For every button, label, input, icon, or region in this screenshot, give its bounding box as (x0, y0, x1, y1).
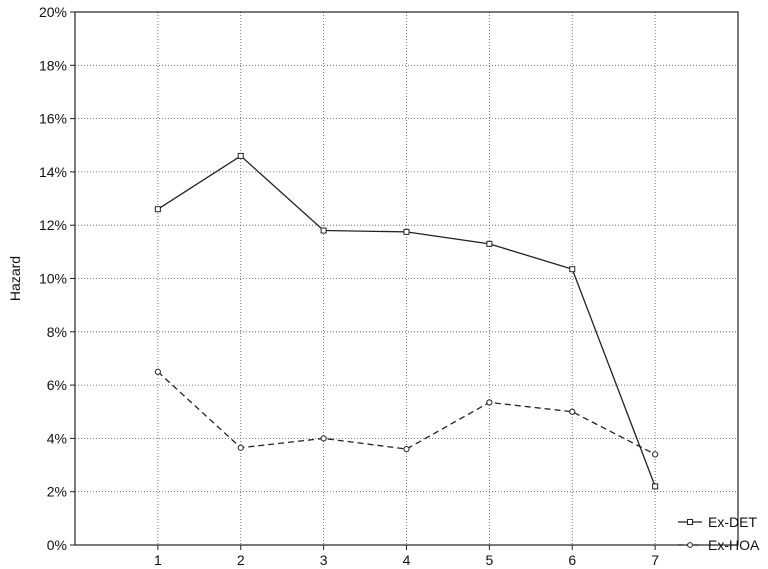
x-tick-label: 7 (651, 552, 659, 568)
x-tick-label: 6 (568, 552, 576, 568)
y-tick-label: 18% (39, 57, 67, 73)
legend-label: Ex-HOA (708, 537, 760, 553)
data-point (652, 483, 659, 490)
y-tick-label: 16% (39, 111, 67, 127)
data-point (569, 266, 576, 273)
y-tick-label: 0% (47, 537, 67, 553)
y-axis-title: Hazard (7, 256, 23, 301)
y-tick-label: 10% (39, 271, 67, 287)
data-point (154, 206, 161, 213)
y-tick-label: 12% (39, 217, 67, 233)
x-axis-ticks: 1 2 3 4 5 6 7 (154, 545, 659, 568)
series (154, 152, 659, 490)
y-axis-ticks: 0% 2% 4% 6% 8% 10% 12% 14% 16% 18% 20% (39, 4, 75, 553)
x-tick-label: 4 (403, 552, 411, 568)
y-tick-label: 14% (39, 164, 67, 180)
legend: Ex-DET Ex-HOA (678, 514, 760, 553)
y-tick-label: 8% (47, 324, 67, 340)
legend-marker (687, 542, 693, 548)
data-point (154, 368, 161, 375)
x-tick-label: 2 (237, 552, 245, 568)
data-point (320, 227, 327, 234)
data-point (569, 408, 576, 415)
data-point (486, 399, 493, 406)
data-point (237, 444, 244, 451)
x-tick-label: 3 (320, 552, 328, 568)
grid (75, 12, 738, 545)
y-tick-label: 6% (47, 377, 67, 393)
data-point (320, 435, 327, 442)
data-point (486, 240, 493, 247)
data-point (237, 152, 244, 159)
y-tick-label: 2% (47, 484, 67, 500)
y-tick-label: 4% (47, 430, 67, 446)
x-tick-label: 5 (485, 552, 493, 568)
data-point (403, 228, 410, 235)
y-tick-label: 20% (39, 4, 67, 20)
data-point (652, 451, 659, 458)
legend-label: Ex-DET (708, 514, 757, 530)
x-tick-label: 1 (154, 552, 162, 568)
data-point (403, 445, 410, 453)
legend-marker (687, 519, 693, 525)
